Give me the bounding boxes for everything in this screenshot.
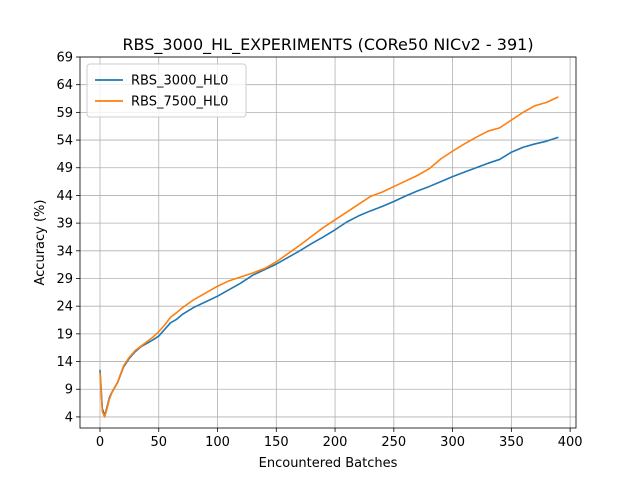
y-tick-label: 69: [56, 51, 73, 66]
x-tick-label: 200: [323, 435, 348, 450]
y-tick-label: 29: [56, 272, 73, 287]
y-tick-label: 19: [56, 327, 73, 342]
series-line-2: [99, 96, 559, 418]
x-tick-label: 0: [96, 435, 104, 450]
y-tick-label: 49: [56, 161, 73, 176]
y-tick-label: 64: [56, 78, 73, 93]
legend-label: RBS_3000_HL0: [131, 74, 228, 89]
y-tick-label: 59: [56, 106, 73, 121]
legend-label: RBS_7500_HL0: [131, 95, 228, 110]
x-tick-label: 350: [499, 435, 524, 450]
legend-box: [86, 63, 247, 118]
series-line-1: [99, 136, 559, 417]
y-tick-label: 39: [56, 217, 73, 232]
legend: RBS_3000_HL0 RBS_7500_HL0: [86, 63, 247, 118]
chart-title: RBS_3000_HL_EXPERIMENTS (CORe50 NICv2 - …: [122, 35, 533, 55]
y-tick-label: 24: [56, 300, 73, 315]
x-axis-label: Encountered Batches: [259, 456, 398, 471]
x-tick-label: 300: [440, 435, 465, 450]
y-axis-label: Accuracy (%): [33, 200, 48, 286]
x-tick-label: 150: [264, 435, 289, 450]
y-tick-label: 54: [56, 134, 73, 149]
x-tick-label: 400: [558, 435, 583, 450]
x-tick-label: 50: [150, 435, 167, 450]
y-tick-label: 44: [56, 189, 73, 204]
y-tick-label: 9: [65, 383, 73, 398]
y-tick-label: 14: [56, 355, 73, 370]
x-tick-label: 100: [205, 435, 230, 450]
x-tick-label: 250: [381, 435, 406, 450]
y-tick-label: 4: [65, 410, 73, 425]
plot-frame: [79, 56, 577, 429]
axis-ticks: 0 50 100 150 200 250 300 350 4004914192429343944…: [56, 51, 582, 451]
y-tick-label: 34: [56, 244, 73, 259]
